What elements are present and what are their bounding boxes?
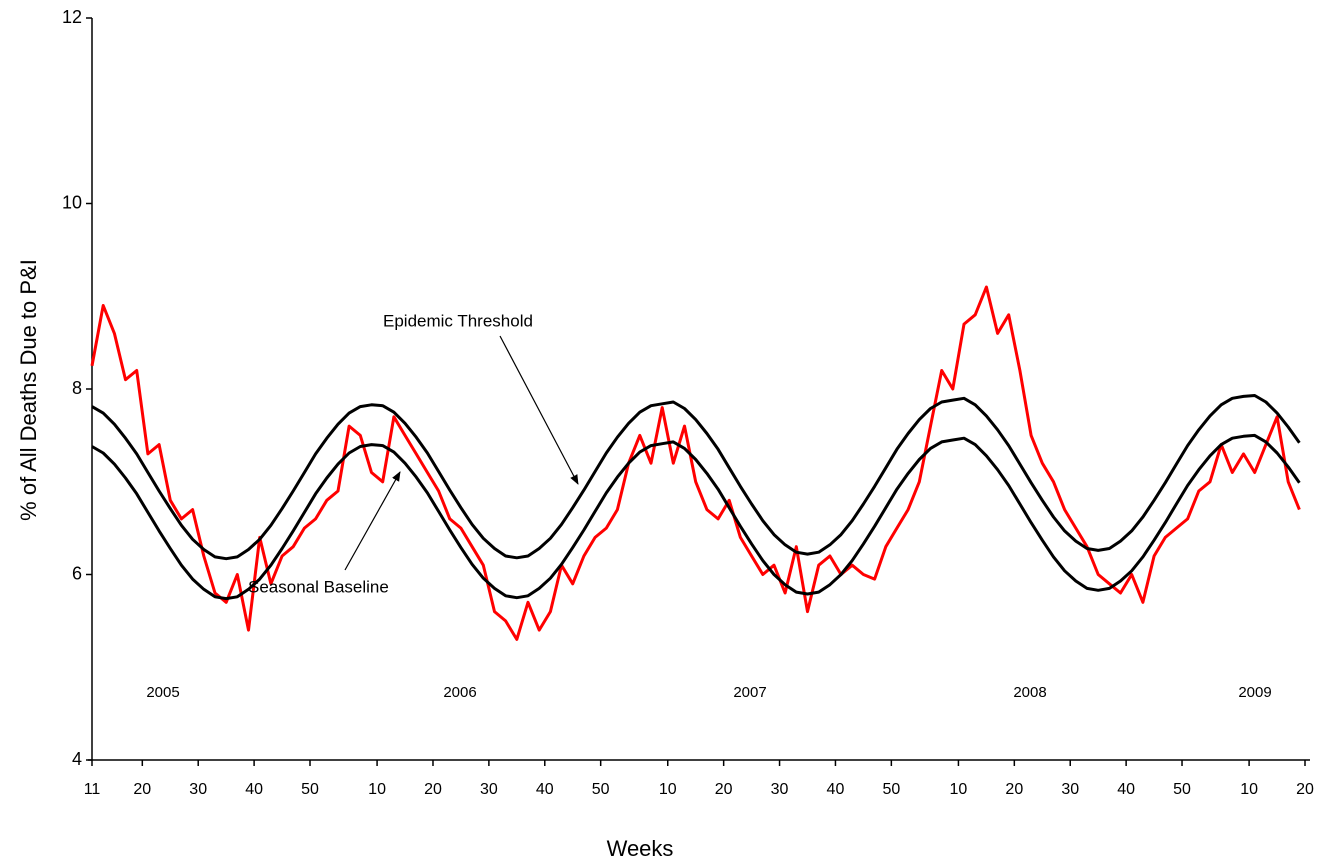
x-tick-label: 10 [950,781,968,798]
x-tick-label: 20 [1005,781,1023,798]
x-tick-label: 20 [133,781,151,798]
x-tick-label: 11 [84,781,101,798]
year-label: 2009 [1238,684,1271,701]
series-line [91,433,1301,601]
x-tick-label: 50 [1173,781,1191,798]
x-tick-label: 50 [882,781,900,798]
year-label: 2007 [733,684,766,701]
x-tick-label: 30 [1061,781,1079,798]
y-axis-title: % of All Deaths Due to P&I [16,259,41,521]
annotation-arrow [344,471,401,571]
x-axis-title: Weeks [607,836,674,861]
x-tick-label: 40 [536,781,554,798]
y-tick-label: 10 [62,192,82,212]
x-tick-label: 10 [1240,781,1258,798]
x-tick-label: 40 [827,781,845,798]
x-tick-label: 20 [715,781,733,798]
x-tick-label: 30 [189,781,207,798]
annotation: Epidemic Threshold [383,311,533,330]
year-label: 2005 [146,684,179,701]
y-tick-label: 4 [72,749,82,769]
y-tick-label: 6 [72,563,82,583]
annotation: Seasonal Baseline [248,577,389,596]
series-line [90,285,1301,641]
annotation-arrow [499,335,579,485]
x-tick-label: 10 [368,781,386,798]
x-tick-label: 50 [301,781,319,798]
year-label: 2006 [443,684,476,701]
y-tick-label: 12 [62,7,82,27]
y-tick-label: 8 [72,378,82,398]
series-line [91,394,1301,561]
x-tick-label: 30 [480,781,498,798]
x-tick-label: 40 [245,781,263,798]
x-tick-label: 20 [1296,781,1314,798]
x-tick-label: 30 [771,781,789,798]
year-label: 2008 [1013,684,1046,701]
x-tick-label: 50 [592,781,610,798]
x-tick-label: 20 [424,781,442,798]
x-tick-label: 10 [659,781,677,798]
x-tick-label: 40 [1117,781,1135,798]
